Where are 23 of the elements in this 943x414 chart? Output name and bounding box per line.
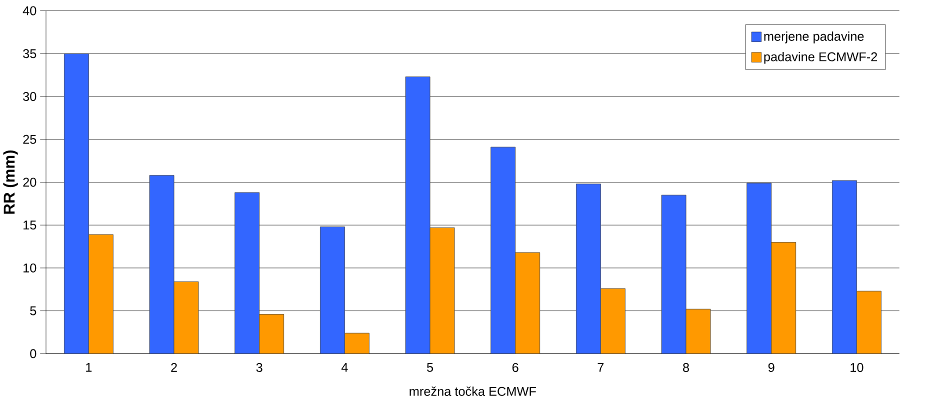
y-axis-title: RR (mm) <box>3 150 18 214</box>
x-tick-label: 3 <box>256 362 262 372</box>
y-tick-label: 10 <box>24 263 36 272</box>
y-tick-label: 15 <box>24 220 36 230</box>
legend-label: padavine ECMWF-2 <box>764 52 878 64</box>
y-tick-label: 30 <box>23 92 36 101</box>
x-tick-label: 4 <box>341 362 348 372</box>
y-tick-label: 5 <box>30 306 36 316</box>
x-tick-label: 6 <box>512 362 518 372</box>
y-tick-label: 0 <box>30 348 36 358</box>
x-tick-label: 10 <box>850 362 864 372</box>
y-tick-label: 35 <box>23 48 36 58</box>
y-tick-label: 40 <box>22 6 36 16</box>
legend-label: merjene padavine <box>764 31 864 44</box>
x-tick-label: 2 <box>171 362 177 372</box>
x-axis-title: mrežna točka ECMWF <box>410 386 536 396</box>
y-tick-label: 20 <box>23 178 36 187</box>
x-tick-label: 9 <box>768 362 774 372</box>
x-tick-label: 7 <box>598 362 604 372</box>
x-tick-label: 5 <box>426 362 434 372</box>
x-tick-label: 8 <box>683 362 689 372</box>
x-tick-label: 1 <box>86 362 92 372</box>
y-tick-label: 25 <box>23 134 36 144</box>
